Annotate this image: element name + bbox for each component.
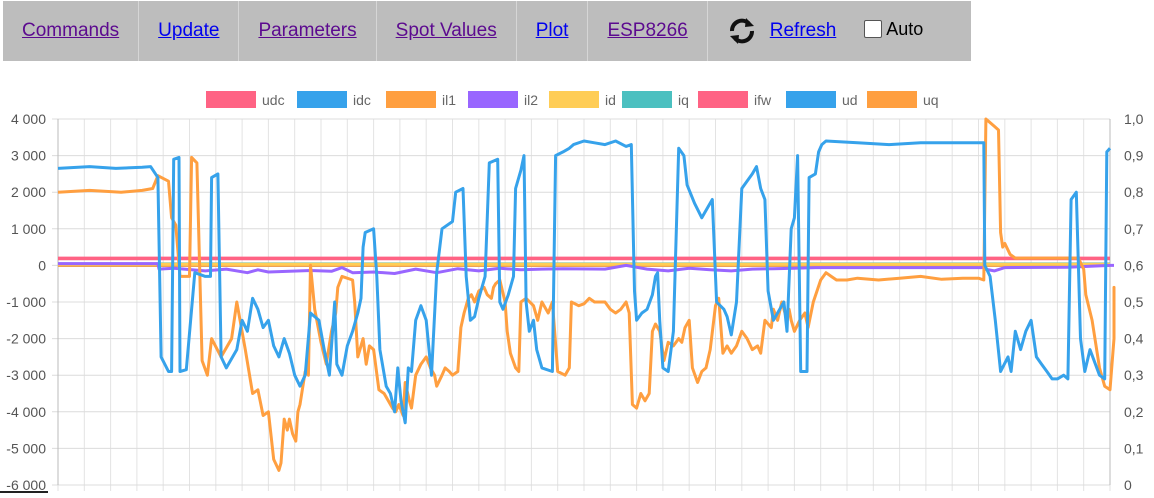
y-left-tick-label: 2 000 xyxy=(11,184,46,200)
y-right-tick-label: 0,3 xyxy=(1124,367,1144,383)
nav-update-link[interactable]: Update xyxy=(139,1,240,61)
auto-label: Auto xyxy=(886,18,924,39)
y-right-tick-label: 0 xyxy=(1124,477,1132,493)
y-left-tick-label: 3 000 xyxy=(11,148,46,164)
nav-plot-link[interactable]: Plot xyxy=(517,1,589,61)
legend-swatch-udc xyxy=(206,91,256,108)
series-line-idc xyxy=(57,139,1112,425)
legend-label-udc: udc xyxy=(262,92,285,108)
legend-label-id: id xyxy=(605,92,616,108)
y-right-tick-label: 0,4 xyxy=(1124,331,1144,347)
legend-label-il2: il2 xyxy=(524,92,538,108)
auto-toggle[interactable]: Auto xyxy=(864,19,923,40)
series-line-il2 xyxy=(58,262,1114,275)
legend-label-iq: iq xyxy=(678,92,689,108)
y-right-tick-label: 1,0 xyxy=(1124,111,1144,127)
refresh-link[interactable]: Refresh xyxy=(769,20,837,41)
y-left-tick-label: -6 000 xyxy=(6,477,46,493)
nav-parameters-link[interactable]: Parameters xyxy=(239,1,377,61)
legend-swatch-ifw xyxy=(698,91,748,108)
y-right-tick-label: 0,7 xyxy=(1124,221,1144,237)
refresh-group: Refresh Auto xyxy=(708,1,923,61)
nav-esp8266-link[interactable]: ESP8266 xyxy=(588,1,708,61)
y-left-tick-label: -2 000 xyxy=(6,331,46,347)
legend-label-il1: il1 xyxy=(442,92,456,108)
legend-swatch-iq xyxy=(622,91,672,108)
y-right-tick-label: 0,8 xyxy=(1124,184,1144,200)
refresh-icon[interactable] xyxy=(724,13,760,49)
nav-commands-link[interactable]: Commands xyxy=(3,1,140,61)
y-left-tick-label: 1 000 xyxy=(11,221,46,237)
legend-label-idc: idc xyxy=(353,92,371,108)
y-left-tick-label: 0 xyxy=(38,257,46,273)
legend-swatch-idc xyxy=(297,91,347,108)
legend-swatch-uq xyxy=(867,91,917,108)
y-right-tick-label: 0,6 xyxy=(1124,257,1144,273)
legend-swatch-ud xyxy=(786,91,836,108)
bottom-left-mark xyxy=(0,491,48,493)
y-left-tick-label: -4 000 xyxy=(6,404,46,420)
series-line-il1 xyxy=(57,117,1116,472)
y-left-tick-label: -5 000 xyxy=(6,440,46,456)
auto-checkbox[interactable] xyxy=(864,20,883,38)
legend-label-ud: ud xyxy=(842,92,858,108)
legend-label-ifw: ifw xyxy=(754,92,772,108)
plot-chart: 4 000 3 000 2 000 1 000 0 -1 000 -2 000 -3 000 -… xyxy=(6,91,1144,493)
legend-swatch-il2 xyxy=(468,91,518,108)
legend-label-uq: uq xyxy=(923,92,939,108)
legend-swatch-id xyxy=(549,91,599,108)
y-left-tick-label: 4 000 xyxy=(11,111,46,127)
legend-swatch-il1 xyxy=(386,91,436,108)
y-right-tick-label: 0,9 xyxy=(1124,148,1144,164)
y-left-tick-label: -3 000 xyxy=(6,367,46,383)
y-right-tick-label: 0,5 xyxy=(1124,294,1144,310)
nav-spot-values-link[interactable]: Spot Values xyxy=(377,1,517,61)
y-right-tick-label: 0,1 xyxy=(1124,440,1144,456)
top-nav: Commands Update Parameters Spot Values P… xyxy=(3,1,971,61)
y-right-tick-label: 0,2 xyxy=(1124,404,1144,420)
y-left-tick-label: -1 000 xyxy=(6,294,46,310)
